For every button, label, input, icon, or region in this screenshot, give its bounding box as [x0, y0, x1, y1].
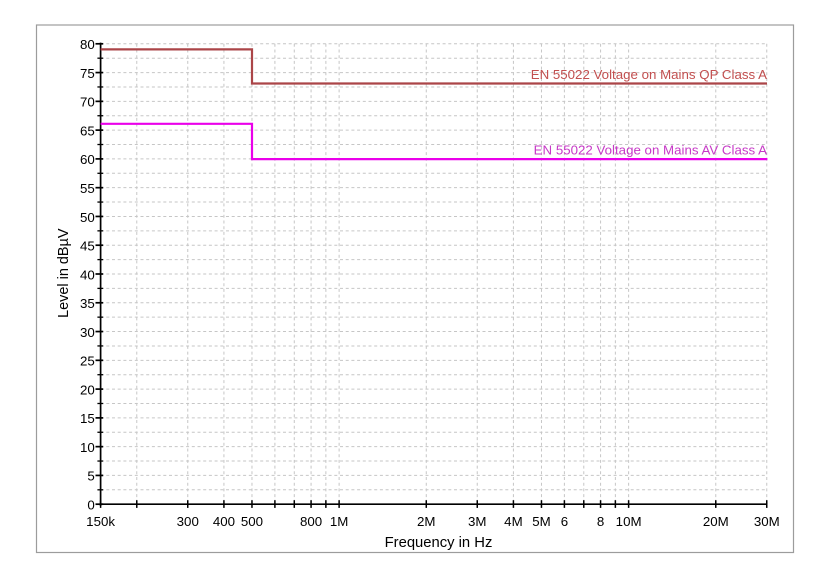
svg-text:50: 50	[80, 210, 95, 225]
svg-text:2M: 2M	[417, 514, 435, 529]
svg-text:4M: 4M	[504, 514, 522, 529]
svg-text:80: 80	[80, 37, 95, 52]
svg-text:25: 25	[80, 354, 95, 369]
svg-text:1M: 1M	[330, 514, 348, 529]
svg-text:0: 0	[87, 498, 94, 513]
svg-text:6: 6	[561, 514, 568, 529]
svg-text:35: 35	[80, 296, 95, 311]
svg-text:300: 300	[177, 514, 199, 529]
svg-text:10: 10	[80, 440, 95, 455]
svg-text:15: 15	[80, 411, 95, 426]
svg-text:5M: 5M	[532, 514, 550, 529]
svg-text:70: 70	[80, 95, 95, 110]
svg-text:45: 45	[80, 239, 95, 254]
svg-text:75: 75	[80, 66, 95, 81]
svg-text:800: 800	[300, 514, 322, 529]
svg-text:10M: 10M	[616, 514, 642, 529]
svg-text:20: 20	[80, 382, 95, 397]
svg-text:EN 55022 Voltage on Mains AV C: EN 55022 Voltage on Mains AV Class A	[534, 142, 767, 157]
svg-text:60: 60	[80, 152, 95, 167]
svg-text:30M: 30M	[754, 514, 780, 529]
svg-text:150k: 150k	[86, 514, 115, 529]
svg-text:3M: 3M	[468, 514, 486, 529]
svg-text:500: 500	[241, 514, 263, 529]
svg-text:20M: 20M	[703, 514, 729, 529]
svg-text:EN 55022 Voltage on Mains QP C: EN 55022 Voltage on Mains QP Class A	[531, 67, 767, 82]
svg-text:30: 30	[80, 325, 95, 340]
svg-text:5: 5	[87, 469, 94, 484]
svg-text:40: 40	[80, 267, 95, 282]
svg-text:Frequency in Hz: Frequency in Hz	[385, 535, 493, 551]
svg-text:400: 400	[213, 514, 235, 529]
svg-text:55: 55	[80, 181, 95, 196]
svg-text:65: 65	[80, 123, 95, 138]
svg-text:8: 8	[597, 514, 604, 529]
svg-text:Level in dBµV: Level in dBµV	[56, 228, 72, 318]
